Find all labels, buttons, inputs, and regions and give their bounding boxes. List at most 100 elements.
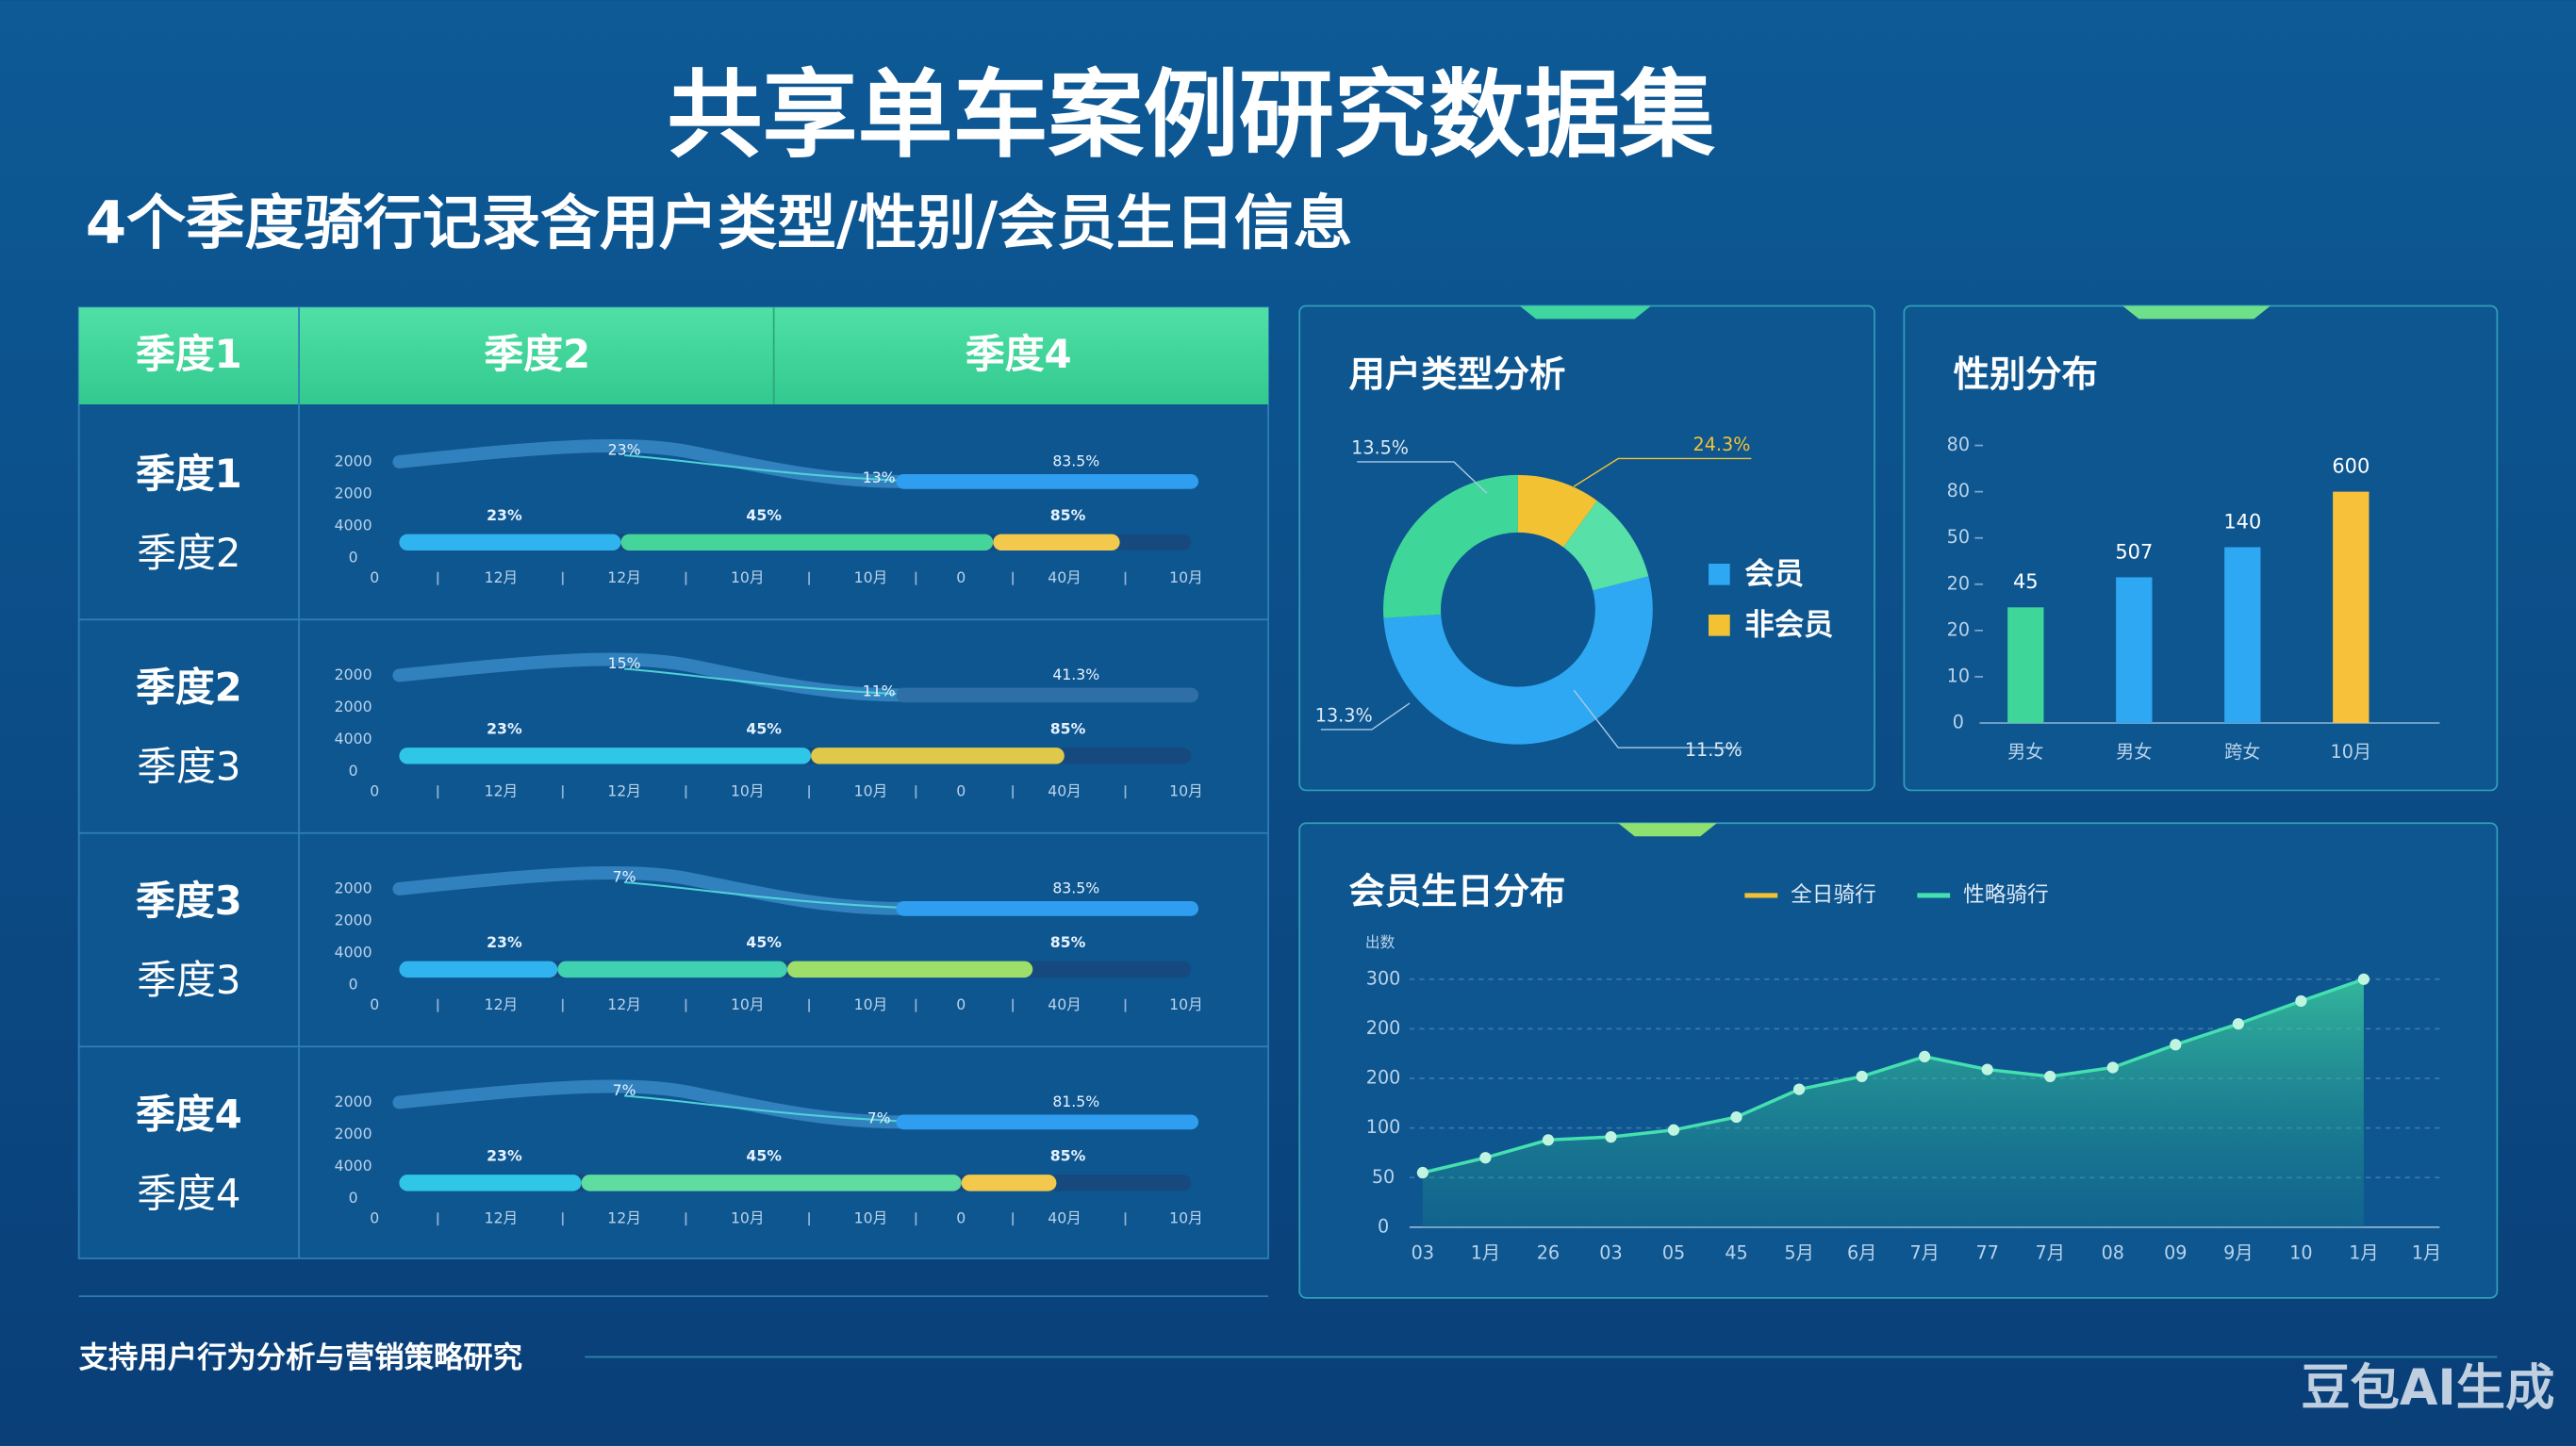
line-label: 11%: [863, 682, 896, 699]
x-label: 0: [370, 782, 379, 800]
line-label: 83.5%: [1052, 452, 1099, 469]
bar: [2007, 607, 2044, 723]
line-label: 7%: [867, 1109, 891, 1126]
x-label: 12月: [607, 1209, 641, 1227]
row-label: 季度2: [136, 665, 242, 711]
point: [2357, 973, 2370, 985]
y-tick-label: 50: [1372, 1166, 1395, 1188]
legend-swatch: [1709, 563, 1730, 585]
x-tick-label: 1月: [1471, 1241, 1500, 1263]
y-label: 2000: [335, 698, 372, 715]
chart-title: 性别分布: [1954, 353, 2098, 396]
x-tick-label: 09: [2164, 1241, 2187, 1263]
bar-segment: [399, 1175, 582, 1191]
row-label: 季度1: [136, 451, 242, 497]
x-label: 0: [956, 782, 966, 800]
y-label: 2000: [335, 452, 372, 469]
x-label: 10月: [731, 568, 765, 586]
x-label: 10月: [731, 782, 765, 800]
x-label: 0: [956, 1209, 966, 1227]
y-label: 4000: [335, 730, 372, 748]
x-tick-label: 03: [1412, 1241, 1434, 1263]
x-label: 40月: [1048, 782, 1082, 800]
legend-swatch: [1709, 615, 1730, 636]
y-label: 0: [349, 762, 358, 780]
line-label: 23%: [608, 440, 641, 458]
y-tick-label: 100: [1366, 1116, 1401, 1138]
bar: [2333, 491, 2370, 723]
bar-segment: [581, 1175, 962, 1191]
x-label: 10月: [731, 1209, 765, 1227]
donut-label: 24.3%: [1693, 434, 1751, 455]
bar-label: 85%: [1050, 1146, 1086, 1164]
x-label: 10月: [854, 995, 888, 1013]
bar-note: 45: [2013, 570, 2039, 593]
x-label: 12月: [485, 1209, 519, 1227]
bar-label: 85%: [1050, 933, 1086, 951]
bar: [2116, 577, 2153, 723]
line-label: 81.5%: [1052, 1093, 1099, 1110]
x-tick-label: 5月: [1784, 1241, 1813, 1263]
x-label: 10月: [1169, 1209, 1203, 1227]
bar-note: 600: [2332, 454, 2370, 477]
x-label: 40月: [1048, 1209, 1082, 1227]
x-tick-label: 08: [2102, 1241, 2124, 1263]
x-tick-label: 10: [2289, 1241, 2312, 1263]
tab: [1618, 823, 1717, 837]
bar-note: 140: [2223, 510, 2261, 533]
point: [1919, 1050, 1931, 1062]
bar-label: 85%: [1050, 719, 1086, 737]
x-label: 0: [956, 995, 966, 1013]
bar-label: 23%: [487, 1146, 522, 1164]
leader-line: [1573, 457, 1752, 487]
y-tick-label: 200: [1366, 1017, 1401, 1039]
donut-slice: [1517, 474, 1597, 548]
table-header: [78, 307, 1269, 404]
point: [2044, 1070, 2056, 1083]
trend-thin: [624, 880, 920, 910]
x-label: 40月: [1048, 568, 1082, 586]
point: [2295, 994, 2307, 1008]
bar-segment: [557, 961, 787, 978]
bar-segment: [961, 1175, 1057, 1191]
trend-thin: [624, 667, 920, 697]
point: [1730, 1110, 1742, 1124]
y-label: 2000: [335, 484, 372, 501]
x-label: 10月: [854, 782, 888, 800]
y-label: 0: [349, 975, 358, 993]
bar-note: 507: [2115, 540, 2153, 563]
x-label: 0: [956, 568, 966, 586]
y-label: 2000: [335, 665, 372, 683]
x-label: 10月: [731, 995, 765, 1013]
row-label: 季度4: [137, 1170, 240, 1216]
x-label: 0: [370, 995, 379, 1013]
line: [1422, 978, 2365, 1175]
line-label: 7%: [613, 1081, 636, 1099]
chart-title: 用户类型分析: [1348, 353, 1565, 396]
point: [2106, 1061, 2119, 1074]
donut-slice: [1383, 576, 1653, 745]
x-label: 12月: [485, 568, 519, 586]
row-label: 季度4: [136, 1092, 242, 1138]
tab: [2122, 305, 2271, 320]
x-tick-label: 9月: [2223, 1241, 2253, 1263]
header-cell: 季度2: [484, 331, 590, 377]
x-tick-label: 03: [1599, 1241, 1622, 1263]
tab: [1519, 305, 1652, 320]
y-label: 2000: [335, 911, 372, 928]
chart-title: 会员生日分布: [1348, 871, 1565, 913]
y-tick-label: 20: [1947, 572, 1970, 594]
header-cell: 季度1: [136, 331, 242, 377]
x-label: 12月: [607, 995, 641, 1013]
y-label: 0: [349, 1189, 358, 1207]
y-label: 4000: [335, 943, 372, 961]
bar-label: 45%: [746, 719, 782, 737]
bar-segment: [399, 534, 621, 551]
line-label: 13%: [863, 468, 896, 486]
x-tick-label: 男女: [2116, 741, 2152, 763]
x-label: 10月: [1169, 568, 1203, 586]
bar-segment: [811, 748, 1065, 764]
x-tick-label: 7月: [2036, 1241, 2065, 1263]
donut-label: 13.5%: [1351, 437, 1409, 459]
point: [1479, 1152, 1492, 1164]
